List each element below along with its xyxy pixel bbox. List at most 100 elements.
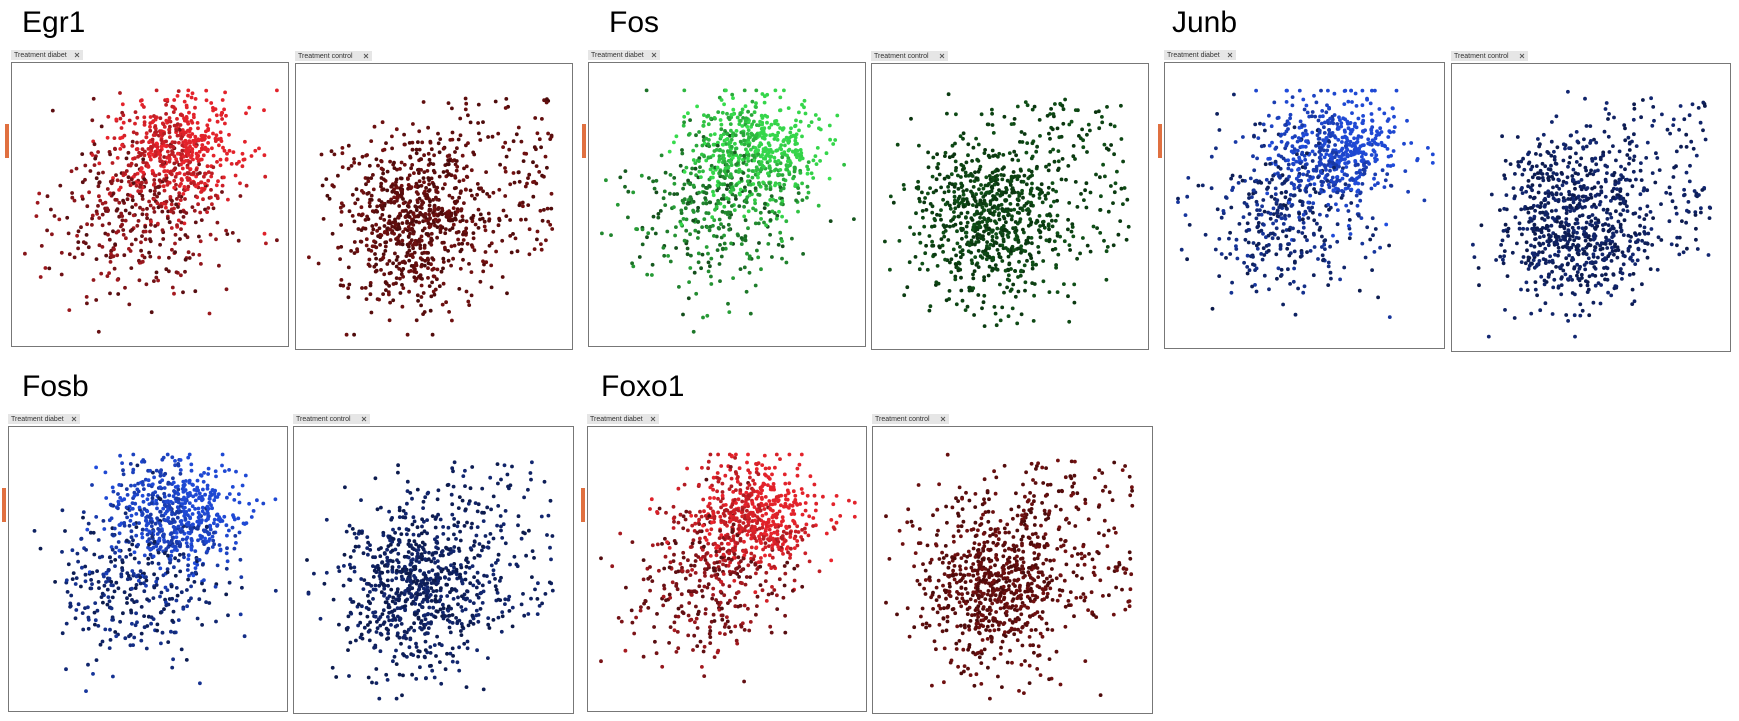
cell-dot <box>134 147 139 152</box>
cell-dot <box>199 146 204 151</box>
cell-dot <box>223 90 228 95</box>
cell-dot <box>684 165 689 170</box>
cell-dot <box>504 97 509 101</box>
cell-dot <box>1124 237 1129 242</box>
cell-dot <box>1604 101 1609 105</box>
cell-dot <box>423 258 427 263</box>
cell-dot <box>445 169 449 174</box>
cell-dot <box>767 166 772 170</box>
cell-dot <box>1333 143 1337 147</box>
cell-dot <box>1634 177 1638 182</box>
cell-dot <box>799 153 804 158</box>
panel-tab[interactable]: Treatment diabet <box>11 50 83 60</box>
cell-dot <box>122 253 127 258</box>
panel-tab[interactable]: Treatment control <box>295 51 372 61</box>
cell-dot <box>1251 188 1256 193</box>
cell-dot <box>1320 109 1325 113</box>
cell-dot <box>1055 213 1060 218</box>
cell-dot <box>955 241 960 246</box>
cell-dot <box>152 173 157 178</box>
cell-dot <box>450 318 454 323</box>
cell-dot <box>1262 209 1267 214</box>
cell-dot <box>1016 246 1021 251</box>
cell-dot <box>421 213 425 218</box>
cell-dot <box>134 163 139 168</box>
cell-dot <box>711 153 716 158</box>
cell-dot <box>1050 127 1055 132</box>
cell-dot <box>452 186 457 191</box>
cell-dot <box>1297 155 1301 160</box>
cell-dot <box>456 237 460 242</box>
panel-tab[interactable]: Treatment diabet <box>588 50 660 60</box>
cell-dot <box>761 156 766 161</box>
cell-dot <box>1638 192 1643 197</box>
cell-dot <box>786 159 790 164</box>
cell-dot <box>786 148 791 153</box>
cell-dot <box>949 270 954 274</box>
cell-dot <box>934 177 939 182</box>
panel-tab[interactable]: Treatment control <box>1451 51 1528 61</box>
cell-dot <box>696 236 700 240</box>
cell-dot <box>749 113 754 117</box>
cell-dot <box>206 141 211 145</box>
cell-dot <box>1105 245 1110 249</box>
cell-dot <box>1000 208 1005 213</box>
cell-dot <box>147 154 152 159</box>
cell-dot <box>427 284 432 288</box>
cell-dot <box>1002 290 1006 295</box>
cell-dot <box>719 98 724 102</box>
cell-dot <box>722 102 726 107</box>
cell-dot <box>954 112 958 117</box>
cell-dot <box>395 185 399 190</box>
cell-dot <box>982 275 986 280</box>
cell-dot <box>118 147 123 151</box>
cell-dot <box>1259 144 1264 149</box>
cell-dot <box>436 141 441 146</box>
cell-dot <box>137 278 142 283</box>
cell-dot <box>978 202 983 207</box>
cell-dot <box>1304 186 1308 191</box>
cell-dot <box>705 313 710 318</box>
cell-dot <box>1292 125 1297 130</box>
cell-dot <box>1339 155 1343 159</box>
cell-dot <box>930 210 935 215</box>
cell-dot <box>651 214 656 219</box>
cell-dot <box>391 298 396 303</box>
cell-dot <box>1263 162 1268 167</box>
cell-dot <box>696 205 700 210</box>
cell-dot <box>1391 130 1396 134</box>
cell-dot <box>178 112 183 117</box>
cell-dot <box>1025 103 1030 108</box>
cell-dot <box>388 159 392 164</box>
cell-dot <box>721 174 725 179</box>
cell-dot <box>1622 123 1627 127</box>
cell-dot <box>720 209 725 214</box>
cell-dot <box>170 247 174 252</box>
cell-dot <box>1391 106 1395 111</box>
cell-dot <box>262 153 267 158</box>
panel-tab[interactable]: Treatment control <box>871 51 948 61</box>
cell-dot <box>544 238 548 243</box>
cell-dot <box>1288 251 1293 256</box>
cell-dot <box>1012 207 1017 212</box>
cell-dot <box>1274 252 1279 257</box>
cell-dot <box>134 183 139 188</box>
cell-dot <box>545 165 549 170</box>
cell-dot <box>459 207 464 212</box>
cell-dot <box>213 193 218 198</box>
cell-dot <box>813 113 818 117</box>
cell-dot <box>1122 186 1127 190</box>
cell-dot <box>97 216 102 220</box>
cell-dot <box>1586 256 1591 261</box>
cell-dot <box>1350 176 1354 181</box>
panel-tab[interactable]: Treatment diabet <box>1164 50 1236 60</box>
cell-dot <box>1303 128 1308 133</box>
cell-dot <box>1571 167 1576 172</box>
cell-dot <box>744 162 749 167</box>
cell-dot <box>1370 268 1374 272</box>
cell-dot <box>496 223 501 228</box>
cell-dot <box>1112 124 1117 129</box>
cell-dot <box>215 220 220 225</box>
cell-dot <box>1056 159 1061 164</box>
cell-dot <box>1370 88 1374 93</box>
